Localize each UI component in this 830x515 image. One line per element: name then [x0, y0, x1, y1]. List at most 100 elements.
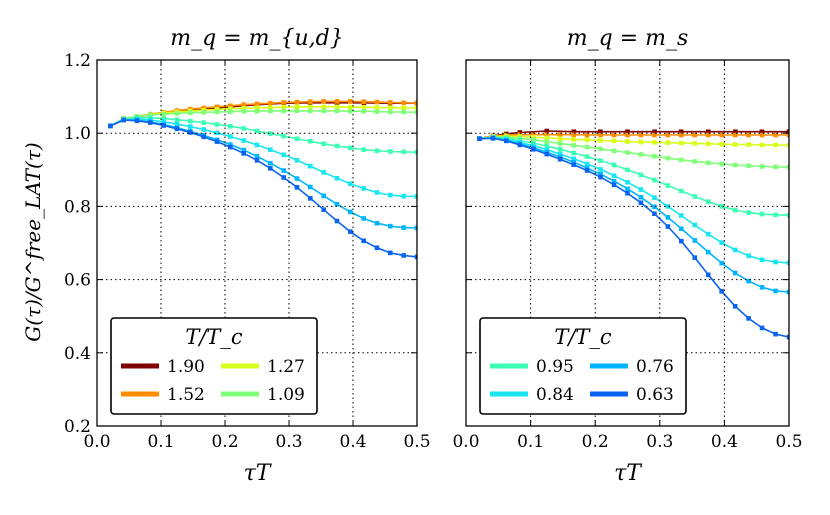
series-1.27 [108, 104, 417, 129]
data-point [625, 132, 630, 138]
data-point [228, 123, 233, 129]
data-point [557, 147, 563, 152]
data-point [679, 188, 684, 194]
data-point [321, 193, 326, 199]
data-point [746, 142, 751, 147]
data-point [584, 132, 590, 138]
data-point [719, 141, 724, 147]
data-point [665, 204, 671, 209]
data-point [773, 164, 778, 170]
data-point [241, 108, 246, 114]
data-point [584, 168, 590, 173]
data-point [268, 131, 273, 136]
legend: T/T_c 1.90 1.27 1.52 1.09 [110, 317, 318, 415]
data-point [611, 162, 617, 168]
data-point [308, 108, 313, 114]
data-point [228, 134, 233, 139]
data-point [174, 117, 180, 122]
data-point [679, 226, 684, 232]
data-point [584, 161, 590, 167]
data-point [571, 156, 576, 162]
data-point [374, 190, 380, 195]
data-point [161, 123, 166, 128]
data-point [308, 138, 313, 144]
data-point [214, 104, 220, 110]
data-point [557, 136, 563, 141]
data-point [544, 132, 550, 137]
x-tick-label: 0.2 [582, 432, 609, 452]
data-point [652, 211, 657, 217]
data-point [294, 136, 300, 141]
data-point [294, 185, 300, 190]
data-point [692, 159, 698, 164]
data-point [598, 132, 603, 138]
data-point [308, 99, 313, 105]
data-point [773, 331, 778, 337]
panel-light-quark: 0.0 0.1 0.2 0.3 0.4 0.5 0.2 0.4 0.6 0.8 1.0 1.2 m_q… [64, 26, 431, 486]
data-point [361, 216, 366, 221]
data-point [348, 229, 353, 234]
data-point [625, 150, 630, 155]
data-point [719, 289, 724, 294]
data-point [334, 143, 340, 149]
data-point [652, 153, 657, 159]
data-point [388, 149, 393, 154]
data-point [334, 218, 340, 224]
data-point [759, 284, 765, 290]
data-point [414, 105, 417, 111]
data-point [388, 109, 393, 115]
x-tick-label: 0.1 [517, 432, 544, 452]
data-point [611, 138, 617, 144]
data-point [638, 194, 644, 200]
data-point [388, 100, 393, 105]
data-point [108, 123, 113, 129]
data-point [759, 132, 765, 138]
data-point [732, 142, 738, 147]
data-point [638, 172, 644, 178]
data-point [719, 161, 724, 167]
data-point [571, 132, 576, 137]
data-point [228, 106, 233, 111]
series-0.63 [477, 136, 789, 340]
data-point [228, 103, 233, 109]
data-point [308, 163, 313, 169]
data-point [611, 182, 617, 188]
data-point [374, 99, 380, 105]
data-point [121, 117, 126, 123]
data-point [361, 99, 366, 105]
data-point [188, 124, 193, 129]
data-point [134, 118, 140, 124]
series-line [479, 137, 789, 293]
data-point [705, 129, 711, 135]
data-point [544, 151, 550, 157]
data-point [719, 240, 724, 245]
data-point [786, 132, 789, 138]
data-point [321, 141, 326, 147]
data-point [348, 99, 353, 104]
data-point [598, 138, 603, 143]
series-0.84 [477, 135, 789, 266]
data-point [414, 254, 417, 260]
data-point [201, 120, 206, 125]
data-point [308, 104, 313, 110]
data-point [652, 140, 657, 145]
data-point [571, 137, 576, 142]
data-point [388, 223, 393, 229]
data-point [517, 142, 523, 148]
plot-frame [465, 59, 790, 427]
data-point [361, 147, 366, 152]
data-point [773, 142, 778, 148]
data-point [544, 128, 550, 134]
legend-label: 0.95 [536, 357, 574, 377]
data-point [665, 224, 671, 229]
data-point [638, 152, 644, 157]
data-point [294, 108, 300, 114]
data-point [652, 129, 657, 135]
series-1.52 [477, 132, 789, 141]
data-point [241, 151, 246, 156]
data-point [348, 209, 353, 215]
data-point [759, 211, 765, 217]
data-point [598, 129, 603, 135]
data-point [214, 109, 220, 115]
data-point [571, 159, 576, 165]
